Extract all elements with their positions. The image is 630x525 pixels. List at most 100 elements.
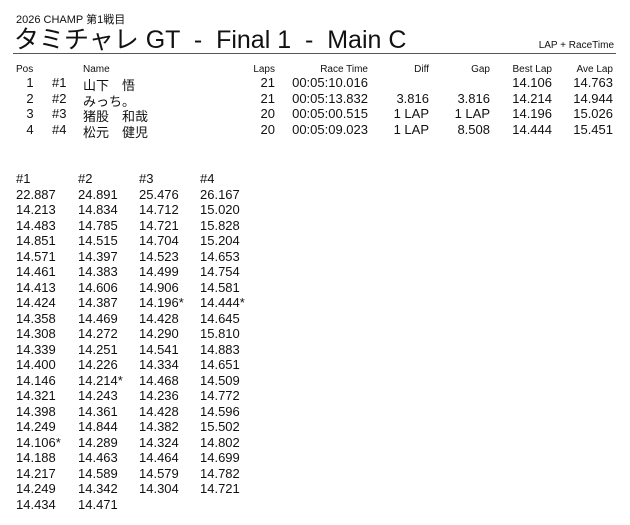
lap-time: 14.214* — [78, 372, 123, 388]
lap-time: 14.581 — [200, 279, 240, 295]
lap-time: 14.509 — [200, 372, 240, 388]
report-mode-label: LAP + RaceTime — [538, 40, 614, 51]
lap-time: 14.251 — [78, 341, 118, 357]
lap-time: 14.483 — [16, 217, 56, 233]
lap-time: 15.828 — [200, 217, 240, 233]
lap-time: 14.397 — [78, 248, 118, 264]
header-laps: Laps — [253, 64, 275, 75]
lap-time: 14.589 — [78, 465, 118, 481]
cell-pos: 3 — [26, 106, 34, 121]
result-row: 2 #2 みっち。 21 00:05:13.832 3.816 3.816 14.214 14.… — [0, 90, 630, 109]
header-gap: Gap — [471, 64, 490, 75]
lap-time: 14.290 — [139, 326, 179, 341]
lap-time: 22.887 — [16, 186, 56, 202]
lap-time: 14.196* — [139, 295, 184, 310]
lap-time: 14.883 — [200, 341, 240, 357]
lap-time: 14.400 — [16, 357, 56, 372]
cell-laps: 20 — [260, 121, 275, 137]
header-ave-lap: Ave Lap — [576, 64, 613, 75]
cell-ave-lap: 15.026 — [573, 106, 613, 121]
cell-car-number: #3 — [52, 106, 67, 121]
lap-time: 14.361 — [78, 403, 118, 419]
lap-time: 14.321 — [16, 388, 56, 403]
results-header-row: Pos Name Laps Race Time Diff Gap Best La… — [0, 64, 630, 75]
header-pos: Pos — [16, 64, 34, 75]
lap-time: 14.428 — [139, 310, 179, 326]
lap-time: 14.785 — [78, 217, 118, 233]
lap-time: 14.213 — [16, 202, 56, 217]
lap-time: 14.523 — [139, 248, 179, 264]
cell-car-number: #1 — [52, 75, 67, 90]
lap-time: 15.502 — [200, 419, 240, 434]
cell-laps: 20 — [260, 106, 275, 121]
cell-ave-lap: 14.944 — [573, 90, 613, 106]
lap-time: 14.515 — [78, 233, 118, 248]
cell-race-time: 00:05:10.016 — [292, 75, 368, 90]
cell-diff: 1 LAP — [393, 106, 429, 121]
cell-laps: 21 — [260, 90, 275, 106]
lap-time: 14.324 — [139, 434, 179, 450]
lap-time: 14.382 — [139, 419, 179, 434]
cell-gap: 8.508 — [457, 121, 490, 137]
header-name: Name — [83, 64, 110, 75]
lap-time: 15.204 — [200, 233, 240, 248]
lap-time: 14.334 — [139, 357, 179, 372]
lap-time: 14.541 — [139, 341, 179, 357]
cell-best-lap: 14.106 — [512, 75, 552, 90]
lap-time: 14.236 — [139, 388, 179, 403]
lap-time: 14.226 — [78, 357, 118, 372]
lap-time: 14.289 — [78, 434, 118, 450]
lap-time: 14.461 — [16, 264, 56, 279]
lap-time: 14.704 — [139, 233, 179, 248]
lap-time: 24.891 — [78, 186, 118, 202]
cell-race-time: 00:05:13.832 — [292, 90, 368, 106]
cell-driver-name: 松元 健児 — [83, 124, 149, 140]
lap-time: 14.653 — [200, 248, 240, 264]
lap-time: 14.721 — [200, 481, 240, 496]
lap-time: 14.424 — [16, 295, 56, 310]
cell-race-time: 00:05:09.023 — [292, 121, 368, 137]
lap-time: 14.413 — [16, 279, 56, 295]
lap-time: 14.844 — [78, 419, 118, 434]
page-title: タミチャレ GT - Final 1 - Main C — [14, 26, 407, 54]
cell-diff: 1 LAP — [393, 121, 429, 137]
cell-ave-lap: 14.763 — [573, 75, 613, 90]
lap-time: 14.782 — [200, 465, 240, 481]
cell-car-number: #2 — [52, 90, 67, 106]
lap-time: 14.342 — [78, 481, 118, 496]
header-race-time: Race Time — [320, 64, 368, 75]
lap-time: 14.428 — [139, 403, 179, 419]
lap-time: 14.651 — [200, 357, 240, 372]
lap-column-header: #1 — [16, 171, 31, 186]
lap-time: 14.645 — [200, 310, 240, 326]
cell-pos: 4 — [26, 121, 34, 137]
result-row: 4 #4 松元 健児 20 00:05:09.023 1 LAP 8.508 14.444 15… — [0, 121, 630, 140]
lap-time: 14.754 — [200, 264, 240, 279]
lap-time: 14.339 — [16, 341, 56, 357]
cell-best-lap: 14.196 — [512, 106, 552, 121]
cell-car-number: #4 — [52, 121, 67, 137]
cell-best-lap: 14.444 — [512, 121, 552, 137]
lap-time: 14.249 — [16, 481, 56, 496]
cell-driver-name: 猪股 和哉 — [83, 109, 149, 124]
result-row: 3 #3 猪股 和哉 20 00:05:00.515 1 LAP 1 LAP 14.196 15… — [0, 106, 630, 124]
cell-ave-lap: 15.451 — [573, 121, 613, 137]
header-diff: Diff — [414, 64, 429, 75]
header-best-lap: Best Lap — [512, 64, 552, 75]
lap-time: 14.434 — [16, 496, 56, 512]
lap-time: 14.272 — [78, 326, 118, 341]
lap-time: 14.304 — [139, 481, 179, 496]
cell-pos: 2 — [26, 90, 34, 106]
lap-time: 25.476 — [139, 186, 179, 202]
lap-time: 14.463 — [78, 450, 118, 465]
lap-time: 14.106* — [16, 434, 61, 450]
lap-time: 14.308 — [16, 326, 56, 341]
lap-time: 14.471 — [78, 496, 118, 512]
lap-time: 14.571 — [16, 248, 56, 264]
lap-time: 14.772 — [200, 388, 240, 403]
lap-time: 14.596 — [200, 403, 240, 419]
lap-time: 14.444* — [200, 295, 245, 310]
lap-time: 14.464 — [139, 450, 179, 465]
lap-column-header: #4 — [200, 171, 215, 186]
lap-time: 14.398 — [16, 403, 56, 419]
